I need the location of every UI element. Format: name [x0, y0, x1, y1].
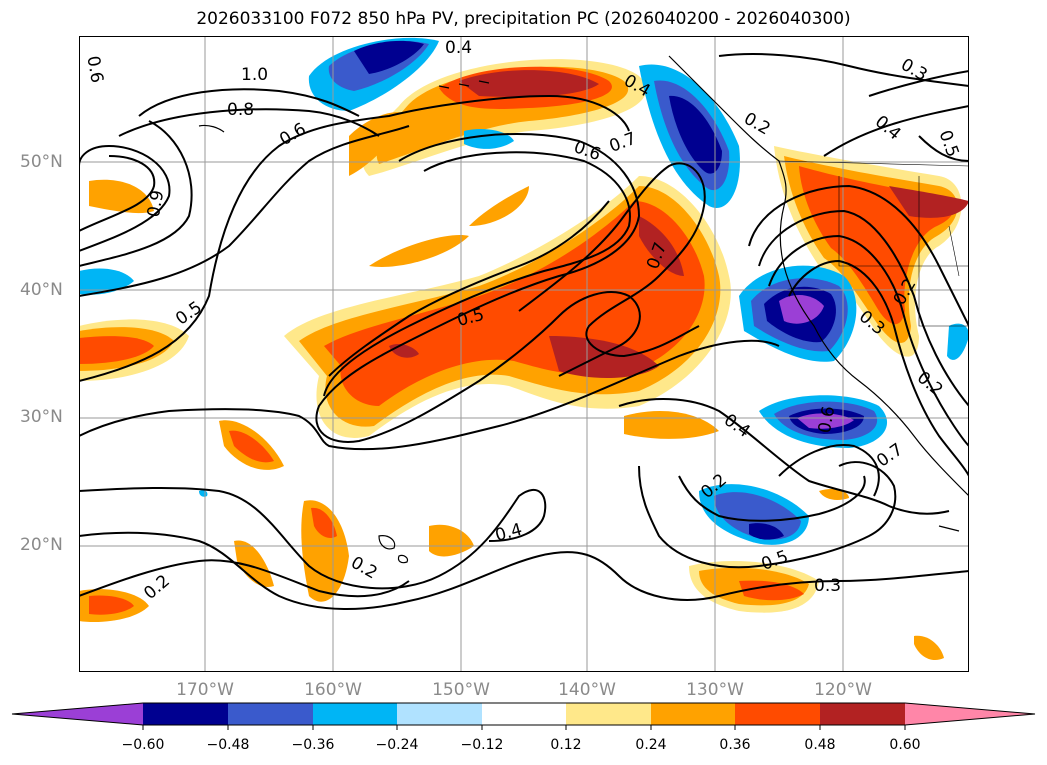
colorbar-tick-label: 0.60: [889, 737, 921, 753]
lon-label-130w: 130°W: [686, 680, 744, 700]
contour-label: 0.8: [227, 100, 254, 120]
lat-label-30n: 30°N: [20, 407, 63, 427]
contour-label: 1.0: [241, 65, 268, 85]
lon-label-120w: 120°W: [814, 680, 872, 700]
contour-label: 0.7: [607, 129, 639, 157]
precip-region: [354, 40, 424, 74]
colorbar-swatch: [143, 703, 228, 725]
colorbar-swatch: [735, 703, 820, 725]
colorbar-tick-label: −0.48: [206, 737, 250, 753]
precip-region: [199, 489, 208, 497]
precip-region: [369, 235, 469, 267]
colorbar-swatch: [397, 703, 482, 725]
precip-region: [739, 580, 804, 601]
precip-region: [429, 524, 474, 557]
colorbar-ticks: [142, 725, 906, 730]
precip-region: [749, 523, 784, 540]
colorbar-swatch: [313, 703, 397, 725]
colorbar-swatch: [651, 703, 735, 725]
precip-region: [459, 70, 599, 97]
contour-label: 0.3: [814, 576, 841, 596]
precip-region: [301, 500, 349, 602]
lon-label-140w: 140°W: [558, 680, 616, 700]
colorbar: [11, 702, 1036, 730]
precip-region: [624, 411, 719, 439]
colorbar-tick-label: −0.24: [375, 737, 419, 753]
contour-label: 0.6: [571, 137, 603, 165]
precip-region: [779, 294, 824, 324]
lon-label-150w: 150°W: [432, 680, 490, 700]
colorbar-swatch: [228, 703, 313, 725]
colorbar-tick-label: −0.36: [291, 737, 335, 753]
colorbar-tick-label: −0.12: [460, 737, 504, 753]
lat-label-20n: 20°N: [20, 535, 63, 555]
precip-region: [889, 186, 969, 218]
precip-region: [89, 595, 134, 615]
contour-label: 0.6: [82, 54, 106, 84]
map-title: 2026033100 F072 850 hPa PV, precipitatio…: [196, 9, 851, 29]
colorbar-tick-label: 0.36: [719, 737, 751, 753]
colorbar-extend-low: [12, 703, 143, 725]
colorbar-swatch: [566, 703, 651, 725]
lon-label-160w: 160°W: [304, 680, 362, 700]
precip-region: [714, 492, 801, 540]
colorbar-tick-label: 0.12: [550, 737, 582, 753]
precip-region: [914, 635, 944, 661]
lat-label-40n: 40°N: [20, 280, 63, 300]
contour-label: 0.5: [935, 128, 963, 160]
map-svg: 1.0 0.8 0.6 0.4 0.9 0.6 0.6 0.7 0.4 0.2 …: [79, 36, 969, 672]
colorbar-swatch: [820, 703, 905, 725]
colorbar-tick-label: 0.24: [635, 737, 667, 753]
contour-label: 0.4: [493, 520, 524, 546]
contour-label: 0.7: [873, 440, 907, 472]
precip-region: [469, 186, 529, 226]
precip-region: [819, 488, 849, 500]
contour-label: 0.4: [871, 112, 905, 145]
contour-label: 0.6: [815, 405, 839, 435]
lon-label-170w: 170°W: [176, 680, 234, 700]
colorbar-extend-high: [905, 703, 1035, 725]
precip-region: [229, 430, 274, 463]
pv-contours: [79, 53, 969, 610]
contour-label: 0.4: [445, 38, 472, 58]
contour-label: 0.2: [347, 553, 380, 584]
map-panel: 1.0 0.8 0.6 0.4 0.9 0.6 0.6 0.7 0.4 0.2 …: [79, 36, 969, 672]
precip-region: [79, 336, 154, 364]
precip-region: [311, 507, 337, 538]
contour-label: 0.5: [172, 298, 206, 330]
colorbar-tick-label: 0.48: [804, 737, 836, 753]
colorbar-tick-label: −0.60: [121, 737, 165, 753]
precip-region: [797, 413, 854, 429]
precip-region: [947, 323, 969, 360]
contour-label: 0.9: [144, 189, 168, 219]
coastlines: [198, 55, 969, 564]
precip-region: [669, 95, 722, 174]
lat-label-50n: 50°N: [20, 152, 63, 172]
contour-label: 0.2: [140, 571, 174, 604]
contour-label: 0.2: [740, 109, 773, 140]
colorbar-swatch: [482, 703, 566, 725]
precip-region: [234, 540, 274, 587]
